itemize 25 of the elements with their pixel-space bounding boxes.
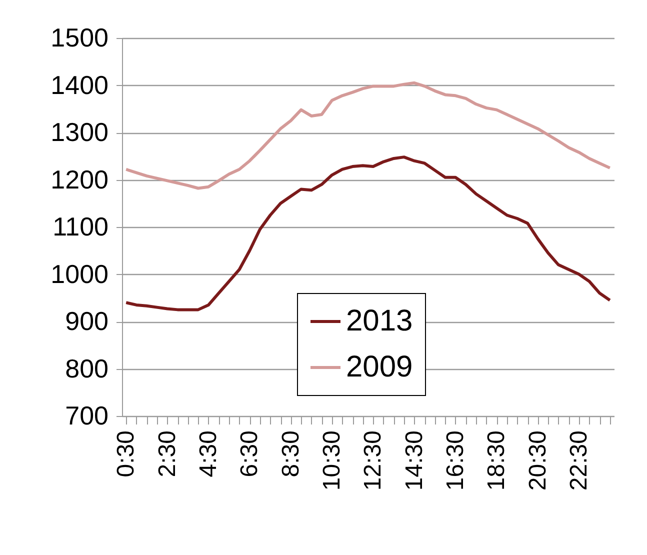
x-tick-label: 22:30 <box>566 430 593 491</box>
x-tick-label: 8:30 <box>277 430 304 478</box>
x-tick-label: 6:30 <box>236 430 264 478</box>
x-tick-label: 20:30 <box>524 430 552 491</box>
y-tick-label: 700 <box>65 400 108 430</box>
x-tick-label: 10:30 <box>318 430 346 491</box>
y-tick-label: 1200 <box>50 164 108 194</box>
y-tick-label: 800 <box>65 353 108 384</box>
y-tick-label: 1500 <box>50 22 108 52</box>
y-tick-label: 1300 <box>50 117 108 147</box>
legend-label: 2009 <box>346 350 413 384</box>
line-series <box>124 156 612 312</box>
y-tick-label: 1400 <box>50 70 108 100</box>
x-tick-label: 12:30 <box>360 430 387 491</box>
line-series <box>124 81 612 190</box>
x-tick-label: 0:30 <box>112 430 140 478</box>
x-tick-label: 14:30 <box>400 430 428 491</box>
x-tick-label: 2:30 <box>154 430 181 478</box>
y-tick-label: 1100 <box>52 212 108 242</box>
y-tick-label: 1000 <box>50 258 108 289</box>
x-tick-label: 18:30 <box>483 430 510 491</box>
x-tick-label: 16:30 <box>442 430 469 491</box>
x-tick-label: 4:30 <box>194 430 222 478</box>
y-tick-label: 900 <box>65 306 108 336</box>
legend-label: 2013 <box>346 304 413 338</box>
